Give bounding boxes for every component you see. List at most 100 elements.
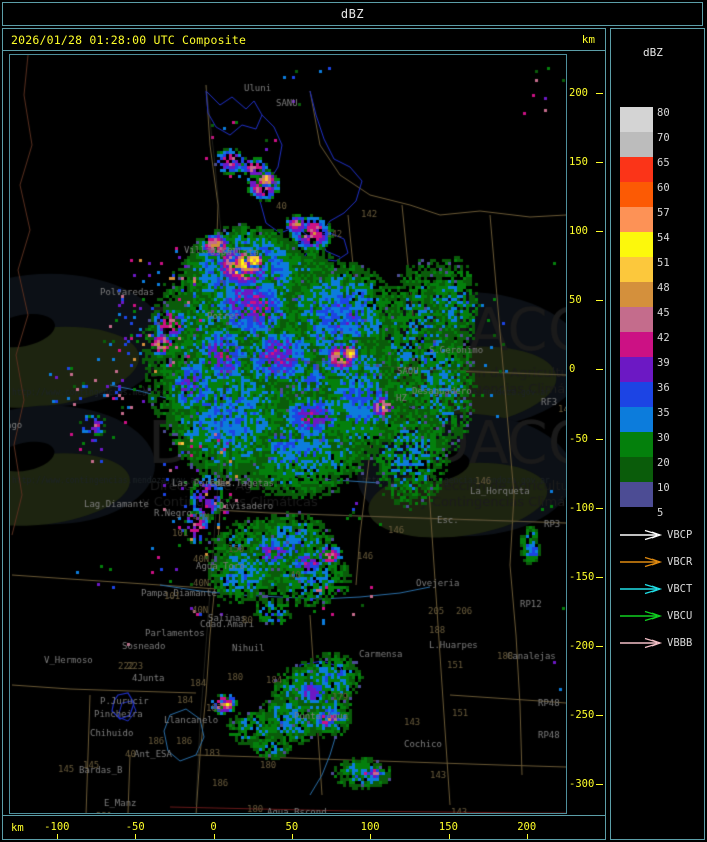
window-title-bar: dBZ [2, 2, 703, 26]
y-tick-mark [596, 715, 603, 717]
dbz-tick-10: 10 [657, 482, 670, 494]
vector-legend-label: VBBB [667, 636, 693, 649]
y-tick-label: 50 [569, 294, 582, 307]
dbz-swatch-65 [620, 157, 653, 182]
vector-legend-row: VBCR [619, 548, 705, 575]
y-tick-mark [596, 576, 603, 578]
dbz-swatch-36 [620, 382, 653, 407]
dbz-tick-39: 39 [657, 357, 670, 369]
vector-legend-row: VBBB [619, 629, 705, 656]
vector-legend: VBCP VBCR VBCT VBCU VBBB [619, 521, 705, 656]
dbz-tick-80: 80 [657, 107, 670, 119]
x-axis-unit-label: km [11, 822, 24, 834]
y-tick-label: 150 [569, 155, 588, 168]
x-axis: km -100 -50 0 50 100 150 200 [3, 815, 605, 839]
dbz-swatch-51 [620, 257, 653, 282]
y-tick-mark [596, 161, 603, 163]
radar-timestamp: 2026/01/28 01:28:00 UTC Composite [11, 33, 247, 47]
vector-legend-row: VBCU [619, 602, 705, 629]
dbz-tick-51: 51 [657, 257, 670, 269]
vector-legend-label: VBCR [667, 555, 693, 568]
y-axis-unit-label: km [581, 33, 595, 46]
legend-panel: dBZ 80 70 65 60 57 54 51 48 45 42 39 36 35 30 20 10 5 VB… [610, 28, 705, 840]
x-tick-mark [526, 834, 528, 839]
dbz-swatch-42 [620, 332, 653, 357]
timestamp-row: 2026/01/28 01:28:00 UTC Composite km [3, 29, 605, 51]
y-tick-label: -300 [569, 778, 595, 791]
vector-legend-label: VBCT [667, 582, 693, 595]
dbz-tick-48: 48 [657, 282, 670, 294]
y-tick-mark [596, 784, 603, 786]
vector-legend-label: VBCU [667, 609, 693, 622]
dbz-tick-30: 30 [657, 432, 670, 444]
vector-legend-label: VBCP [667, 528, 693, 541]
map-panel: 2026/01/28 01:28:00 UTC Composite km 200… [2, 28, 606, 840]
dbz-swatch-35 [620, 407, 653, 432]
y-tick-mark [596, 300, 603, 302]
x-tick-mark [56, 834, 58, 839]
arrow-icon [620, 529, 663, 540]
dbz-tick-60: 60 [657, 182, 670, 194]
vector-legend-row: VBCT [619, 575, 705, 602]
dbz-swatch-60 [620, 182, 653, 207]
arrow-icon [620, 583, 663, 594]
y-axis: 200 150 100 50 0 -50 -100 -150 -200 -250 -300 [569, 54, 605, 814]
y-tick-mark [596, 507, 603, 509]
dbz-tick-57: 57 [657, 207, 670, 219]
y-tick-label: -100 [569, 501, 595, 514]
y-tick-label: -50 [569, 432, 588, 445]
y-tick-label: 100 [569, 225, 588, 238]
x-tick-label: -50 [125, 821, 145, 833]
radar-plot-frame[interactable] [9, 54, 567, 814]
dbz-tick-54: 54 [657, 232, 670, 244]
x-tick-label: 0 [210, 821, 217, 833]
dbz-colorbar-ticks: 80 70 65 60 57 54 51 48 45 42 39 36 35 30 20 10 5 [657, 89, 703, 519]
y-tick-label: -250 [569, 709, 595, 722]
dbz-tick-65: 65 [657, 157, 670, 169]
dbz-tick-20: 20 [657, 457, 670, 469]
dbz-swatch-45 [620, 307, 653, 332]
x-tick-label: 150 [438, 821, 458, 833]
arrow-icon [620, 637, 663, 648]
window-title: dBZ [340, 7, 365, 21]
y-tick-mark [596, 92, 603, 94]
dbz-colorbar [620, 107, 653, 507]
x-tick-label: 100 [360, 821, 380, 833]
y-tick-label: -150 [569, 570, 595, 583]
y-tick-label: 0 [569, 363, 576, 376]
dbz-swatch-54 [620, 232, 653, 257]
x-tick-label: -100 [44, 821, 70, 833]
dbz-swatch-70 [620, 132, 653, 157]
arrow-icon [620, 556, 663, 567]
x-tick-mark [448, 834, 450, 839]
dbz-tick-35: 35 [657, 407, 670, 419]
dbz-tick-5: 5 [657, 507, 664, 519]
dbz-tick-70: 70 [657, 132, 670, 144]
arrow-icon [620, 610, 663, 621]
dbz-swatch-10 [620, 482, 653, 507]
dbz-swatch-30 [620, 432, 653, 457]
y-tick-label: -200 [569, 640, 595, 652]
y-tick-mark [596, 646, 603, 647]
x-tick-label: 200 [517, 821, 537, 833]
dbz-tick-45: 45 [657, 307, 670, 319]
y-tick-mark [596, 369, 603, 371]
legend-title: dBZ [643, 46, 663, 59]
dbz-swatch-57 [620, 207, 653, 232]
dbz-swatch-80 [620, 107, 653, 132]
y-tick-mark [596, 231, 603, 233]
dbz-tick-42: 42 [657, 332, 670, 344]
x-tick-mark [291, 834, 293, 839]
dbz-swatch-20 [620, 457, 653, 482]
y-tick-label: 200 [569, 86, 588, 99]
dbz-swatch-39 [620, 357, 653, 382]
dbz-tick-36: 36 [657, 382, 670, 394]
x-tick-mark [213, 834, 215, 839]
x-tick-mark [370, 834, 372, 839]
x-tick-label: 50 [285, 821, 299, 833]
y-tick-mark [596, 438, 603, 440]
dbz-swatch-48 [620, 282, 653, 307]
vector-legend-row: VBCP [619, 521, 705, 548]
radar-reflectivity-canvas[interactable] [10, 55, 566, 813]
